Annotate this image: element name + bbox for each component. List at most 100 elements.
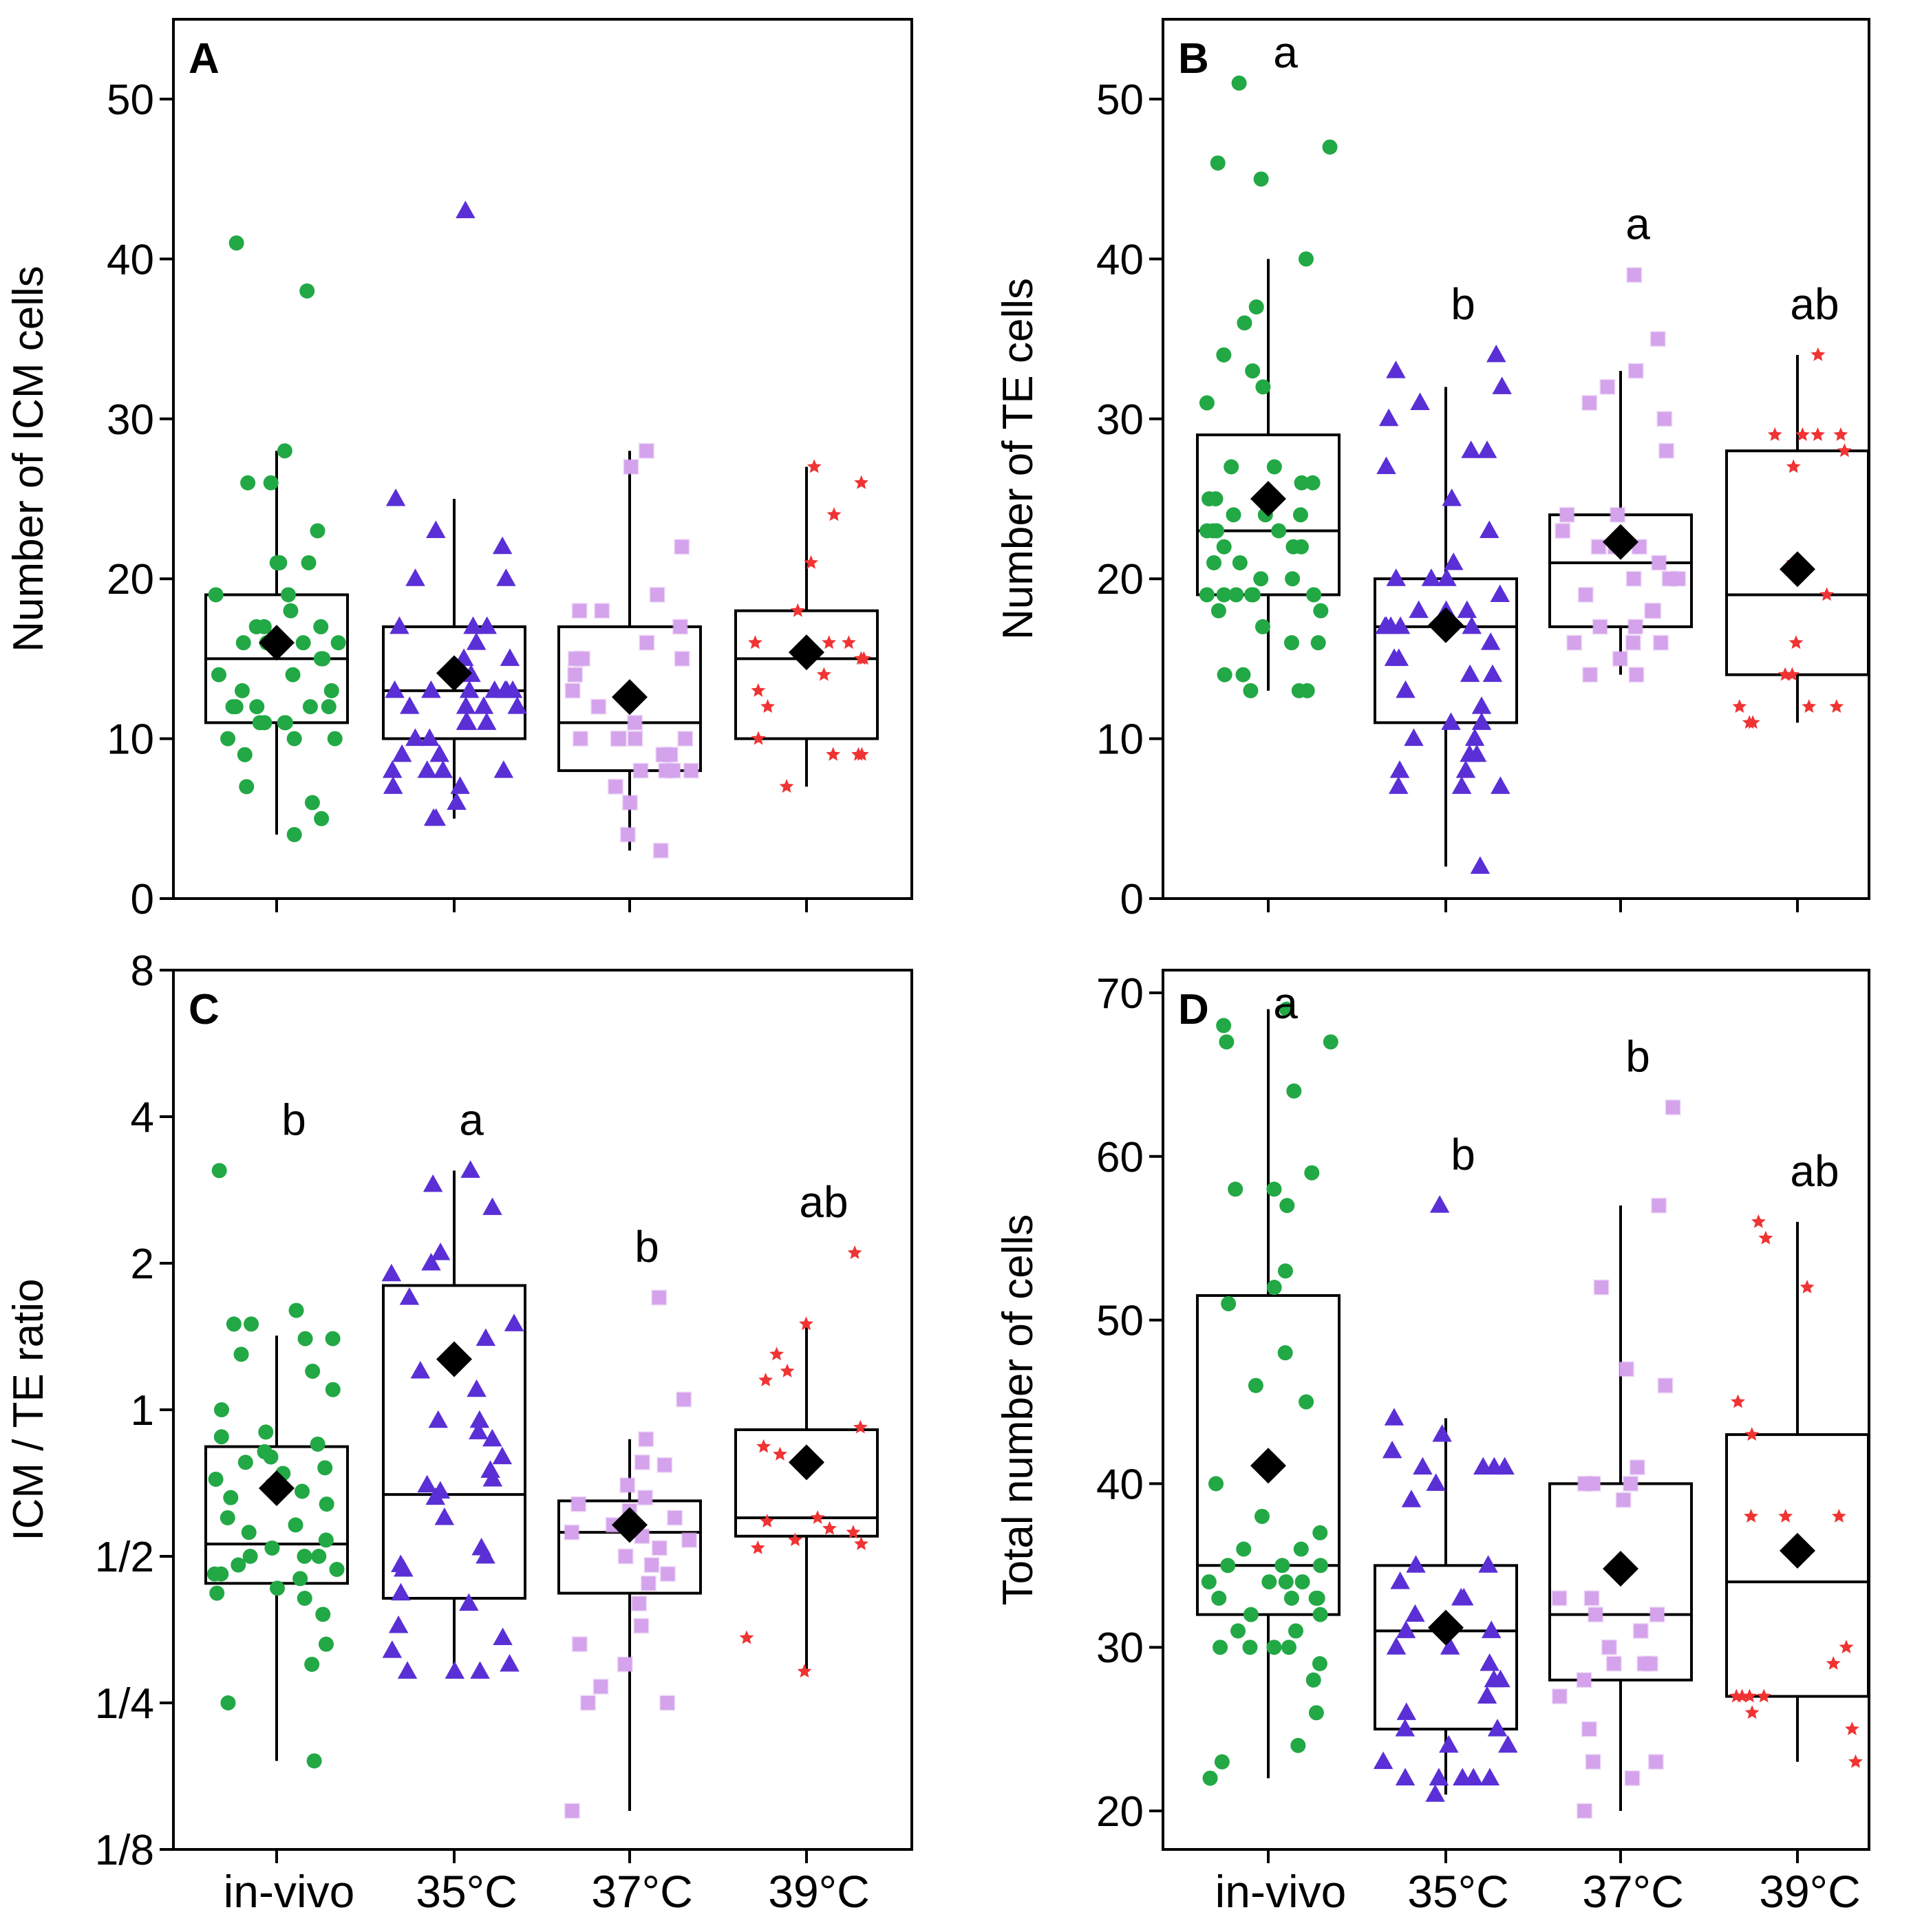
data-point [1406,1555,1426,1573]
data-point [1395,1719,1416,1737]
data-point [1216,347,1232,363]
data-point [1583,1590,1600,1607]
data-point [1615,1492,1632,1508]
box [1725,449,1870,676]
y-tick-label: 50 [107,76,154,124]
data-point [790,603,805,617]
data-point [286,731,302,747]
data-point [1211,1590,1227,1606]
significance-letter: b [1451,279,1475,329]
group-35C [382,200,527,826]
data-point [1322,139,1338,155]
data-point [816,667,831,681]
mean-marker [1250,1448,1286,1484]
panel-D: D 20 30 40 50 60 70 Total number of cells in-viv… [994,969,1870,1917]
data-point [1380,616,1401,634]
data-point [315,1607,331,1622]
mean-marker [1428,607,1464,643]
data-point [659,1695,676,1711]
data-point [655,747,672,763]
data-point [1656,411,1673,427]
y-tick-label: 10 [107,716,154,764]
y-tick-label: 8 [131,947,154,995]
data-point [750,1540,765,1554]
significance-letter: ab [1790,279,1839,329]
data-point [211,667,226,683]
data-point [1498,1735,1518,1753]
data-point [634,1454,650,1470]
data-point [1386,568,1406,586]
data-point [1778,1509,1793,1523]
y-tick-label: 40 [1096,1461,1144,1508]
data-point [1313,603,1329,619]
panel-letter: B [1178,35,1209,83]
data-point [1396,1702,1417,1720]
significance-letter: a [1273,978,1298,1028]
y-tick-label: 0 [131,876,154,923]
data-point [1290,1737,1306,1753]
box [1725,1433,1870,1698]
data-point [1577,1475,1593,1492]
data-point [1299,1394,1314,1410]
data-point [1219,1034,1235,1050]
data-point [797,1664,812,1678]
y-tick-label: 30 [1096,1624,1144,1672]
data-point [456,712,476,730]
data-point [1481,1620,1502,1638]
data-point [1206,555,1222,570]
data-point [1624,1770,1641,1786]
box [1548,1482,1693,1682]
data-point [1460,744,1480,762]
data-point [220,731,236,747]
data-point [496,568,516,586]
data-point [317,1460,333,1476]
data-point [302,699,318,715]
data-point [1439,1735,1459,1753]
data-point [382,760,403,778]
data-point [810,1510,825,1524]
y-tick-label: 20 [1096,556,1144,603]
data-point [392,744,412,762]
data-point [500,648,520,666]
data-point [445,1661,465,1679]
data-point [1477,440,1497,458]
data-point [310,1436,325,1452]
data-point [1243,1607,1259,1622]
data-point [1291,683,1307,698]
data-point [1426,1473,1446,1491]
data-point [1208,1476,1224,1492]
data-point [853,651,868,665]
data-point [423,808,444,826]
data-point [1471,696,1492,714]
data-point [1661,570,1678,587]
data-point [1811,427,1825,441]
significance-letter: a [1625,200,1650,249]
data-point [681,1532,698,1548]
mean-marker [612,1507,648,1543]
x-tick-label: 39°C [768,1866,869,1917]
data-point [1566,634,1583,651]
data-point [1243,587,1259,603]
data-point [286,827,302,843]
data-point [383,776,403,794]
data-point [1478,1555,1498,1573]
data-point [619,826,636,843]
data-point [1199,523,1215,539]
data-point [237,1455,253,1470]
data-point [580,1695,597,1711]
data-point [480,1460,500,1478]
data-point [1294,475,1310,491]
mean-marker [1603,524,1638,560]
data-point [492,1446,513,1465]
data-point [433,760,453,778]
data-point [1657,1377,1674,1394]
data-point [1389,648,1409,666]
data-point [492,536,513,555]
data-point [469,1410,490,1428]
data-point [571,603,588,619]
data-point [208,587,224,603]
group-in-vivo [204,235,349,843]
data-point [381,1263,402,1282]
data-point [1312,1525,1328,1541]
data-point [1785,667,1800,681]
